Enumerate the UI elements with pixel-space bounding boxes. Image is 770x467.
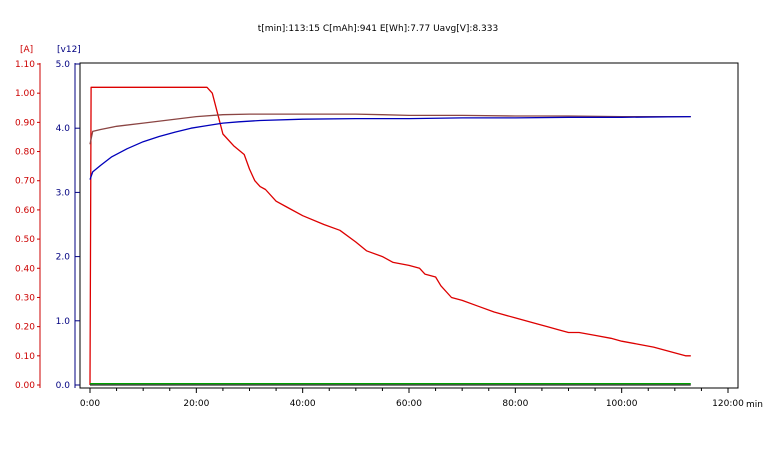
left-tick-label: 0.20 bbox=[15, 323, 35, 333]
x-tick-label: 80:00 bbox=[502, 399, 528, 409]
x-tick-label: 60:00 bbox=[396, 399, 422, 409]
right-tick-label: 0.0 bbox=[56, 381, 71, 391]
series-line-2 bbox=[89, 113, 691, 145]
right-tick-label: 4.0 bbox=[56, 124, 71, 134]
left-tick-label: 0.30 bbox=[15, 293, 35, 303]
x-tick-label: 20:00 bbox=[183, 399, 209, 409]
left-tick-label: 0.80 bbox=[15, 148, 35, 158]
plot-area bbox=[79, 62, 739, 389]
x-axis-label: min bbox=[746, 400, 763, 410]
chart-title: t[min]:113:15 C[mAh]:941 E[Wh]:7.77 Uavg… bbox=[258, 24, 498, 34]
right-axis-ticks: 0.0 1.0 2.0 3.0 4.0 5.0 bbox=[56, 60, 80, 391]
left-tick-label: 1.10 bbox=[15, 60, 35, 70]
left-tick-label: 0.50 bbox=[15, 235, 35, 245]
left-tick-label: 0.00 bbox=[15, 381, 35, 391]
left-tick-label: 0.90 bbox=[15, 118, 35, 128]
series-group bbox=[89, 86, 691, 386]
x-tick-label: 100:00 bbox=[606, 399, 638, 409]
right-tick-label: 3.0 bbox=[56, 188, 71, 198]
left-axis-ticks: 0.00 0.10 0.20 0.30 0.40 0.50 0.60 0.70 0.80 0.90… bbox=[15, 60, 40, 391]
right-axis-label: [v12] bbox=[57, 45, 81, 55]
right-tick-label: 1.0 bbox=[56, 317, 71, 327]
left-tick-label: 1.00 bbox=[15, 89, 35, 99]
x-axis-ticks: 0:00 20:00 40:00 60:00 80:00 100:00 120:00 bbox=[80, 388, 744, 409]
left-tick-label: 0.40 bbox=[15, 264, 35, 274]
x-tick-label: 120:00 bbox=[712, 399, 744, 409]
x-tick-label: 40:00 bbox=[290, 399, 316, 409]
series-line-3 bbox=[89, 115, 691, 180]
x-tick-label: 0:00 bbox=[80, 399, 100, 409]
left-tick-label: 0.70 bbox=[15, 177, 35, 187]
left-tick-label: 0.60 bbox=[15, 206, 35, 216]
series-line-1 bbox=[89, 86, 691, 386]
left-tick-label: 0.10 bbox=[15, 352, 35, 362]
right-tick-label: 5.0 bbox=[56, 60, 71, 70]
right-tick-label: 2.0 bbox=[56, 253, 71, 263]
left-axis-label: [A] bbox=[20, 45, 33, 55]
